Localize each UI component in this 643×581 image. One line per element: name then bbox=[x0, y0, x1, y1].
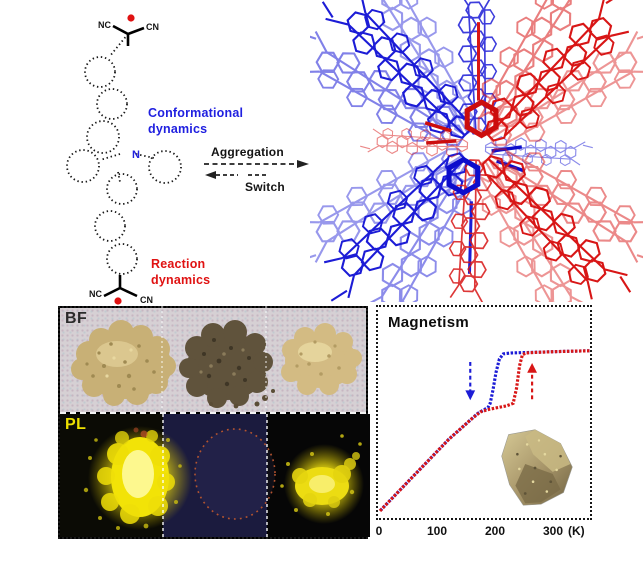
photoluminescence-row: PL bbox=[60, 412, 370, 537]
top-head-bonds bbox=[112, 24, 145, 46]
reaction-dynamics-label: Reaction dynamics bbox=[151, 257, 211, 287]
switch-label: Switch bbox=[245, 180, 285, 194]
powder-pile-1 bbox=[71, 320, 176, 406]
powder-pile-3 bbox=[281, 323, 362, 395]
forward-arrow-head-icon bbox=[297, 160, 309, 168]
pl-glow-2 bbox=[280, 434, 364, 524]
cooling-arrow bbox=[465, 361, 476, 401]
conformational-dynamics-label: Conformational dynamics bbox=[148, 106, 244, 136]
brightfield-row: BF bbox=[60, 306, 366, 412]
pl-dark-outline bbox=[194, 428, 276, 520]
pl-photos bbox=[60, 414, 370, 537]
powder-pile-2 bbox=[179, 320, 275, 409]
photos-panel: BF bbox=[58, 306, 370, 539]
bottom-group-left-label: NC bbox=[89, 289, 102, 299]
nitrogen-label: N bbox=[132, 149, 140, 161]
magnetism-title: Magnetism bbox=[388, 314, 470, 331]
bottom-head-bonds bbox=[103, 275, 138, 298]
molecule-structure: NC CN N NC CN bbox=[66, 14, 182, 305]
dotted-rings bbox=[66, 33, 182, 275]
aggregation-label: Aggregation bbox=[211, 145, 284, 159]
x-tick-0: 0 bbox=[375, 524, 383, 538]
bf-cell-separators bbox=[161, 306, 267, 410]
reverse-arrow-head-icon bbox=[205, 171, 216, 179]
photoluminescence-label: PL bbox=[65, 416, 87, 433]
x-tick-100: 100 bbox=[426, 524, 448, 538]
crystal-packing-panel bbox=[310, 0, 643, 302]
x-axis-unit: (K) bbox=[568, 524, 585, 538]
pl-glow-1 bbox=[83, 426, 192, 530]
top-group-left-label: NC bbox=[98, 20, 111, 30]
magnetism-plot bbox=[378, 349, 590, 513]
crystal-photo-inset bbox=[501, 429, 573, 506]
x-tick-300: 300 bbox=[542, 524, 564, 538]
pl-cell-separators bbox=[162, 414, 268, 537]
bottom-group-right-label: CN bbox=[140, 295, 153, 305]
magnetism-panel: Magnetism bbox=[376, 305, 592, 520]
powder-photos bbox=[71, 306, 362, 410]
heating-arrow bbox=[527, 362, 537, 400]
x-tick-200: 200 bbox=[484, 524, 506, 538]
top-group-right-label: CN bbox=[146, 22, 159, 32]
red-molecule-arms bbox=[360, 0, 643, 302]
equilibrium-arrows bbox=[204, 160, 309, 179]
brightfield-label: BF bbox=[65, 310, 88, 327]
heating-curve bbox=[378, 349, 590, 513]
radical-dot-top-icon bbox=[127, 14, 135, 22]
radical-dot-bottom-icon bbox=[114, 297, 122, 305]
